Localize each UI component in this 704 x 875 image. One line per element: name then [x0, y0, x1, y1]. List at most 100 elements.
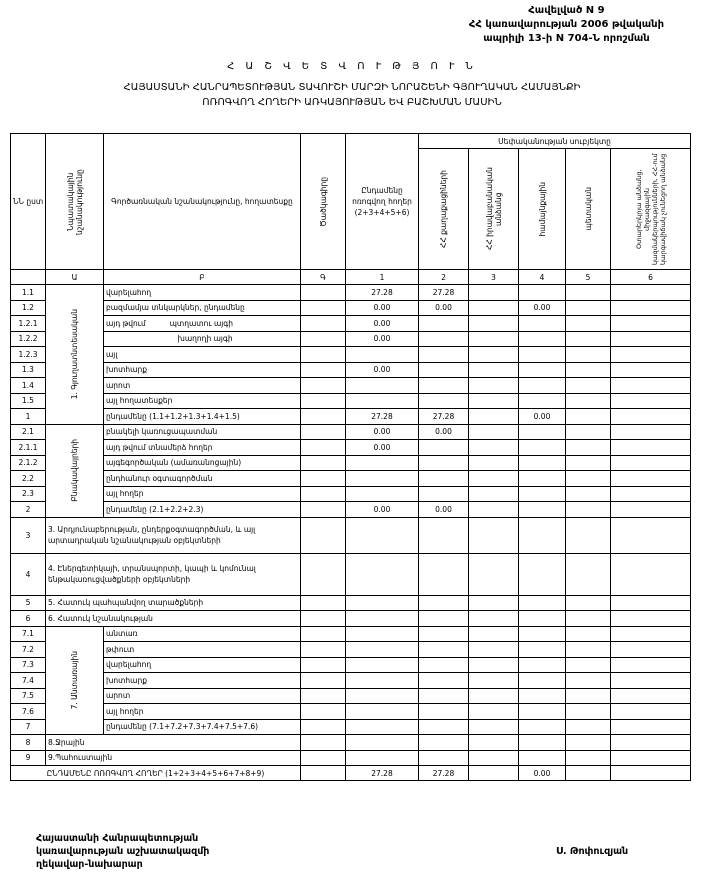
value-cell [418, 672, 469, 689]
value-cell [518, 346, 566, 363]
value-cell [518, 470, 566, 487]
table-row: 1.2.2 խաղողի այգի 0.00 [10, 330, 691, 347]
table-row: 2 ընդամենը (2.1+2.2+2.3) 0.00 0.00 [10, 501, 691, 518]
value-cell [610, 408, 691, 425]
code-cell [300, 656, 346, 673]
table-row: 1.2 բազմամյա տնկարկներ, ընդամենը 0.00 0.00 0… [10, 299, 691, 316]
row-label: այլ հողեր [103, 485, 301, 502]
row-number: 4 [10, 552, 46, 596]
row-label: այլ [103, 346, 301, 363]
value-cell [518, 377, 566, 394]
value-cell [418, 315, 469, 332]
row-label: 5. Հատուկ պահպանվող տարածքների [45, 594, 301, 611]
value-cell [518, 330, 566, 347]
value-cell [468, 454, 519, 471]
row-number: 2.1.1 [10, 439, 46, 456]
value-cell [565, 687, 611, 704]
table-row: 1.1 1. Գյուղատնտեսական վարելահող 27.28 27.28 [10, 284, 691, 425]
value-cell: 27.28 [345, 408, 419, 425]
value-cell [610, 749, 691, 766]
header-legal: ՀՀ իրավաբանական անձանց [468, 148, 519, 270]
table-row: 1.4 արոտ [10, 377, 691, 394]
value-cell [610, 610, 691, 627]
value-cell [565, 703, 611, 720]
value-cell [565, 485, 611, 502]
row-label: այդ թվում պտղատու այգի [103, 315, 301, 332]
table-row: 1.2.3 այլ [10, 346, 691, 363]
row-group-label: Բնակավայրերի [45, 423, 104, 518]
index-cell: Ա [45, 269, 104, 285]
table-row: 7.4 խոտհարք [10, 672, 691, 689]
value-cell [565, 501, 611, 518]
document-title: Հ Ա Շ Վ Ե Տ Վ Ո Ւ Թ Յ Ո Ւ Ն [227, 61, 477, 72]
code-cell [300, 408, 346, 425]
value-cell [468, 516, 519, 554]
row-number: 7.2 [10, 641, 46, 658]
row-number: 7.3 [10, 656, 46, 673]
value-cell [610, 470, 691, 487]
footer-line: Հայաստանի Հանրապետության [36, 833, 199, 844]
row-number: 3 [10, 516, 46, 554]
row-label: վարելահող [103, 656, 301, 673]
code-cell [300, 734, 346, 751]
code-cell [300, 377, 346, 394]
value-cell [345, 552, 419, 596]
value-cell [468, 284, 519, 301]
value-cell [518, 284, 566, 301]
value-cell [468, 656, 519, 673]
value-cell [345, 454, 419, 471]
value-cell [468, 687, 519, 704]
value-cell [565, 552, 611, 596]
table-row: 3 3. Արդյունաբերության, ընդերքօգտագործման… [10, 516, 691, 554]
row-group-label: 1. Գյուղատնտեսական [45, 284, 104, 425]
code-cell [300, 299, 346, 316]
value-cell [468, 408, 519, 425]
value-cell [610, 315, 691, 332]
table-row: 1.3 խոտհարք 0.00 [10, 361, 691, 378]
row-label: խաղողի այգի [103, 330, 301, 347]
value-cell [518, 610, 566, 627]
code-cell [300, 687, 346, 704]
code-cell [300, 330, 346, 347]
row-label: արոտ [103, 687, 301, 704]
value-cell [610, 765, 691, 781]
value-cell: 0.00 [345, 501, 419, 518]
index-cell: Բ [103, 269, 301, 285]
value-cell [610, 594, 691, 611]
table-row: 7.3 վարելահող [10, 656, 691, 673]
row-label: 4. Էներգետիկայի, տրանսպորտի, կապի և կոմո… [45, 552, 301, 596]
value-cell [345, 625, 419, 642]
row-label: արոտ [103, 377, 301, 394]
value-cell [565, 516, 611, 554]
row-number: 7.6 [10, 703, 46, 720]
index-cell: 6 [610, 269, 691, 285]
header-ownership: Սեփականության սուբյեկտը [418, 133, 691, 149]
row-label: ընդամենը (2.1+2.2+2.3) [103, 501, 301, 518]
value-cell [345, 470, 419, 487]
table-row: 6 6. Հատուկ նշանակության [10, 610, 691, 627]
value-cell [468, 765, 519, 781]
value-cell [565, 377, 611, 394]
row-number: 2.2 [10, 470, 46, 487]
value-cell [610, 656, 691, 673]
value-cell [468, 470, 519, 487]
value-cell [565, 315, 611, 332]
value-cell [610, 687, 691, 704]
row-number: 1.4 [10, 377, 46, 394]
row-number: 1.2.1 [10, 315, 46, 332]
value-cell [610, 641, 691, 658]
value-cell [565, 672, 611, 689]
value-cell [418, 734, 469, 751]
index-cell: 4 [518, 269, 566, 285]
value-cell: 27.28 [418, 408, 469, 425]
value-cell: 0.00 [518, 299, 566, 316]
table-row: 2.1 Բնակավայրերի բնակելի կառուցապատման 0.00… [10, 423, 691, 518]
index-cell: 3 [468, 269, 519, 285]
value-cell: 27.28 [418, 765, 469, 781]
value-cell: 0.00 [345, 299, 419, 316]
row-label: 8.Ջրային [45, 734, 301, 751]
value-cell [418, 625, 469, 642]
subtitle-line: ՈՌՈԳՎՈՂ ՀՈՂԵՐԻ ԱՌԿԱՅՈՒԹՅԱՆ ԵՎ ԲԱՇԽՄԱՆ ՄԱ… [202, 97, 502, 108]
value-cell: 27.28 [418, 284, 469, 301]
row-label: ընդհանուր օգտագործման [103, 470, 301, 487]
